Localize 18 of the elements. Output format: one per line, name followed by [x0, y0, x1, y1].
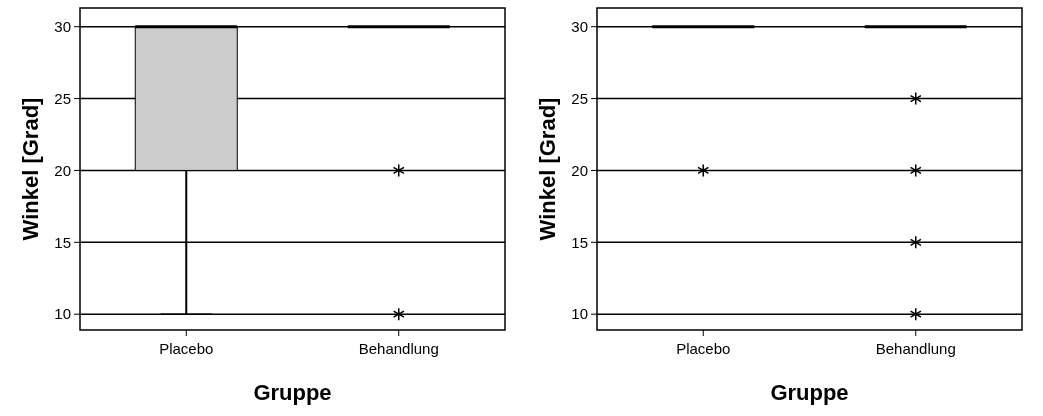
y-tick-label: 10: [54, 305, 71, 323]
y-tick-label: 15: [54, 233, 71, 251]
x-axis-title: Gruppe: [253, 380, 332, 405]
y-tick-label: 10: [571, 305, 588, 323]
x-tick-label: Placebo: [159, 340, 214, 357]
x-tick-label: Behandlung: [875, 340, 956, 357]
y-axis-title: Winkel [Grad]: [535, 97, 560, 241]
x-tick-label: Behandlung: [358, 340, 439, 357]
x-tick-label: Placebo: [676, 340, 731, 357]
x-axis-title: Gruppe: [770, 380, 849, 405]
y-tick-label: 15: [571, 233, 588, 251]
y-tick-label: 25: [54, 89, 71, 107]
y-tick-label: 30: [571, 17, 588, 35]
y-tick-label: 25: [571, 89, 588, 107]
y-tick-label: 30: [54, 17, 71, 35]
y-tick-label: 20: [571, 161, 588, 179]
y-tick-label: 20: [54, 161, 71, 179]
y-axis-title: Winkel [Grad]: [18, 97, 43, 241]
